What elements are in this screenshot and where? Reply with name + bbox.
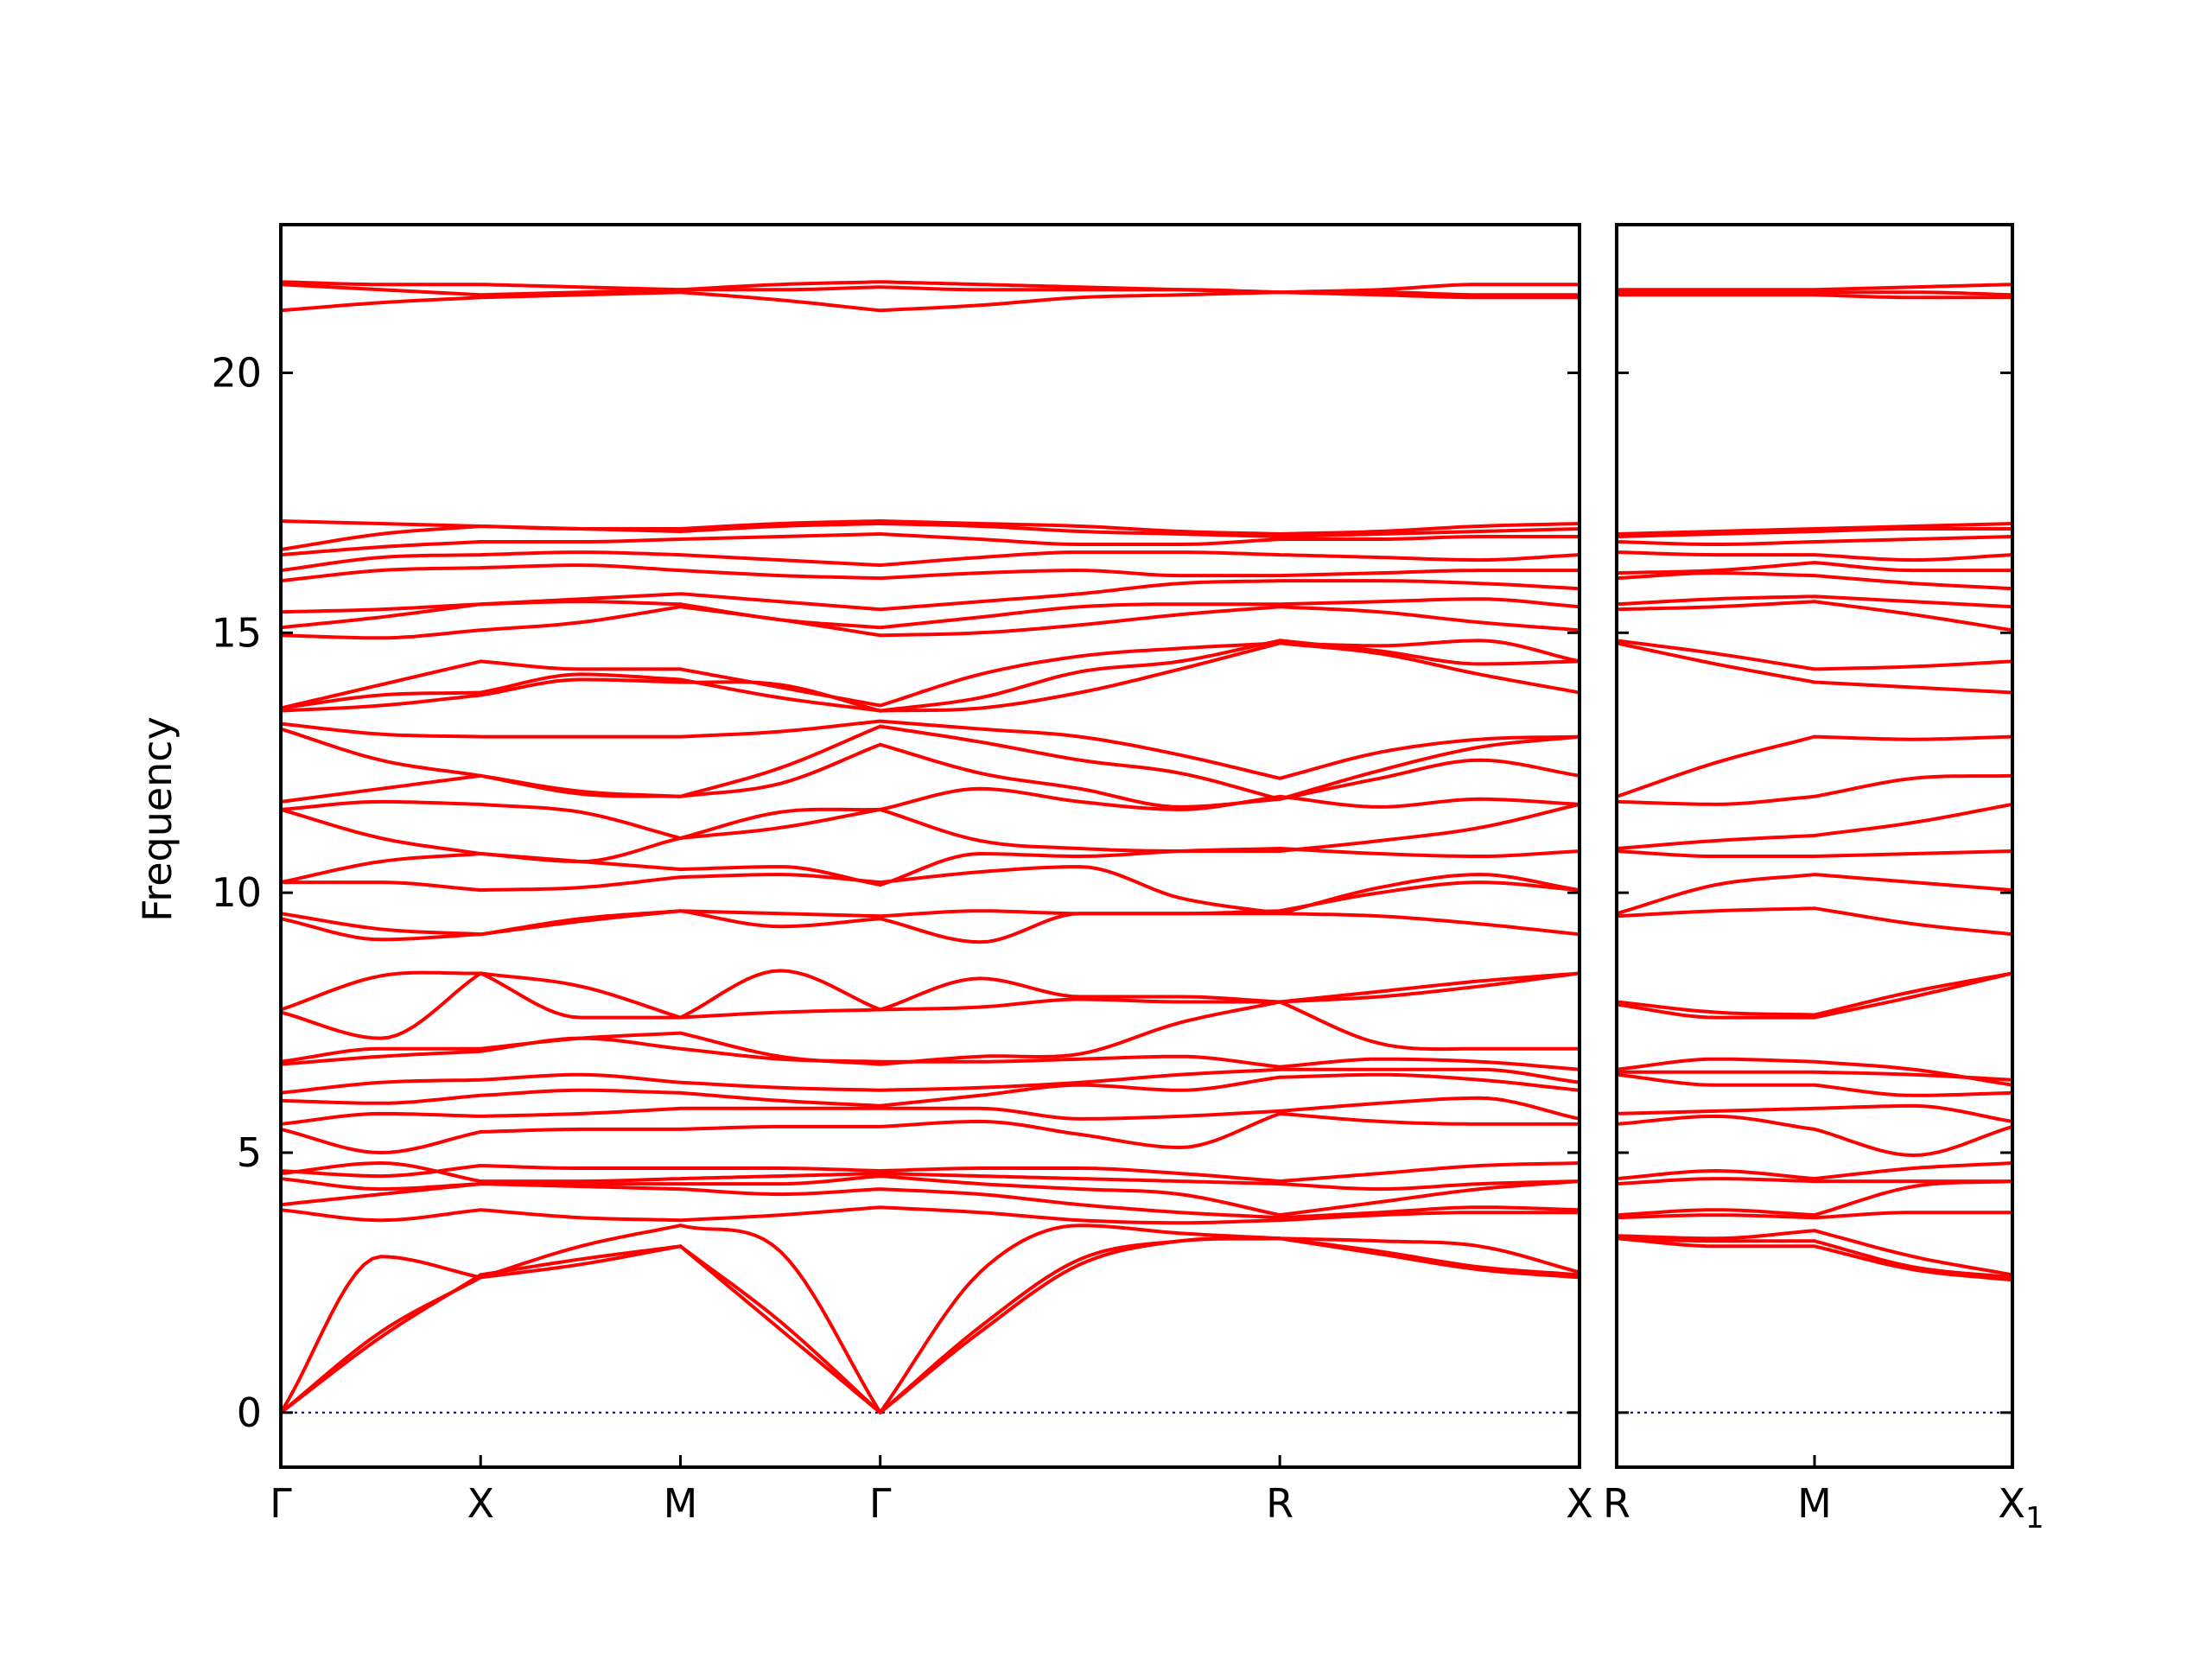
ytick-label-10: 10 <box>211 869 262 916</box>
left-band-optical-6 <box>281 1111 1580 1154</box>
ytick-label-5: 5 <box>237 1129 262 1176</box>
left-band-optical-21 <box>281 724 1580 801</box>
left-band-optical-33 <box>281 519 1580 536</box>
left-band-optical-14 <box>281 909 1580 944</box>
right-band-optical-26 <box>1617 527 2012 538</box>
right-band-optical-21 <box>1617 594 2012 609</box>
right-band-LA <box>1617 1229 2012 1277</box>
left-band-optical-24 <box>281 639 1580 713</box>
left-xtick-label-5: X <box>1566 1480 1593 1527</box>
left-band-optical-28 <box>281 579 1580 614</box>
right-band-optical-18 <box>1617 641 2012 695</box>
left-xtick-label-0: Γ <box>270 1480 292 1527</box>
left-band-optical-5 <box>281 1161 1580 1184</box>
left-band-optical-4 <box>281 1161 1580 1192</box>
right-band-optical-19 <box>1617 639 2012 671</box>
left-band-optical-23 <box>281 641 1580 713</box>
right-band-optical-5 <box>1617 1114 2012 1157</box>
ytick-label-20: 20 <box>211 349 262 396</box>
right-band-optical-9 <box>1617 1057 2012 1087</box>
left-band-optical-15 <box>281 880 1580 937</box>
right-band-optical-15 <box>1617 802 2012 850</box>
left-xtick-label-2: M <box>664 1480 698 1527</box>
right-band-optical-30 <box>1617 283 2012 292</box>
left-band-optical-1 <box>281 1205 1580 1225</box>
right-band-optical-4 <box>1617 1161 2012 1181</box>
right-panel-bands <box>1617 283 2012 1414</box>
left-band-TA2 <box>281 1236 1580 1414</box>
right-band-optical-17 <box>1617 734 2012 798</box>
right-band-optical-22 <box>1617 571 2012 591</box>
right-band-optical-27 <box>1617 522 2012 536</box>
left-band-optical-12 <box>281 971 1580 1040</box>
left-band-optical-22 <box>281 719 1580 780</box>
right-band-optical-24 <box>1617 550 2012 563</box>
right-band-optical-28 <box>1617 293 2012 300</box>
left-band-optical-18 <box>281 802 1580 864</box>
right-band-optical-3 <box>1617 1177 2012 1186</box>
left-xtick-label-3: Γ <box>869 1480 892 1527</box>
right-band-optical-14 <box>1617 849 2012 858</box>
right-band-optical-1 <box>1617 1211 2012 1220</box>
left-band-TA1 <box>281 1236 1580 1414</box>
left-band-optical-3 <box>281 1174 1580 1217</box>
left-band-optical-31 <box>281 532 1580 557</box>
left-xtick-label-1: X <box>467 1480 494 1527</box>
right-band-TA2 <box>1617 1236 2012 1280</box>
right-band-optical-13 <box>1617 873 2012 916</box>
right-band-optical-6 <box>1617 1103 2012 1123</box>
left-band-optical-16 <box>281 865 1580 916</box>
left-band-optical-29 <box>281 563 1580 583</box>
right-xtick-label-1: M <box>1797 1480 1832 1527</box>
left-band-optical-35 <box>281 283 1580 297</box>
left-band-optical-7 <box>281 1096 1580 1126</box>
left-plot-frame <box>279 223 1581 1469</box>
right-xtick-label-0: R <box>1603 1480 1630 1527</box>
left-xtick-label-4: R <box>1266 1480 1294 1527</box>
right-panel-r-m-x1: R M X1 <box>1603 223 2044 1535</box>
right-band-optical-25 <box>1617 535 2012 546</box>
right-band-optical-20 <box>1617 600 2012 632</box>
left-band-optical-25 <box>281 639 1580 710</box>
right-band-optical-12 <box>1617 906 2012 937</box>
left-band-optical-34 <box>281 290 1580 313</box>
left-panel-axes: 0 5 10 15 20 Γ X M Γ R X <box>211 223 1593 1527</box>
left-band-optical-11 <box>281 1000 1580 1066</box>
ytick-label-0: 0 <box>237 1389 262 1436</box>
left-band-optical-19 <box>281 786 1580 840</box>
right-band-optical-11 <box>1617 971 2012 1017</box>
right-band-optical-7 <box>1617 1072 2012 1097</box>
left-band-LA <box>281 1224 1580 1414</box>
right-panel-axes: R M X1 <box>1603 223 2044 1535</box>
right-band-TA1 <box>1617 1236 2012 1282</box>
left-band-optical-27 <box>281 597 1580 630</box>
right-band-optical-16 <box>1617 773 2012 806</box>
left-band-optical-36 <box>281 280 1580 295</box>
y-axis-label: Frequency <box>134 716 181 922</box>
ytick-label-15: 15 <box>211 609 262 656</box>
right-band-optical-10 <box>1617 971 2012 1020</box>
left-band-optical-13 <box>281 969 1580 1020</box>
left-band-optical-30 <box>281 550 1580 573</box>
right-xtick-label-2: X1 <box>1998 1480 2044 1535</box>
left-band-optical-8 <box>281 1072 1580 1108</box>
left-panel-bands <box>281 280 1580 1414</box>
left-panel-gamma-x-m-gamma-r-x: 0 5 10 15 20 Γ X M Γ R X <box>211 223 1593 1527</box>
right-band-optical-29 <box>1617 290 2012 297</box>
left-band-optical-20 <box>281 742 1580 809</box>
left-band-optical-9 <box>281 1067 1580 1095</box>
left-band-optical-2 <box>281 1182 1580 1220</box>
right-band-optical-23 <box>1617 561 2012 575</box>
